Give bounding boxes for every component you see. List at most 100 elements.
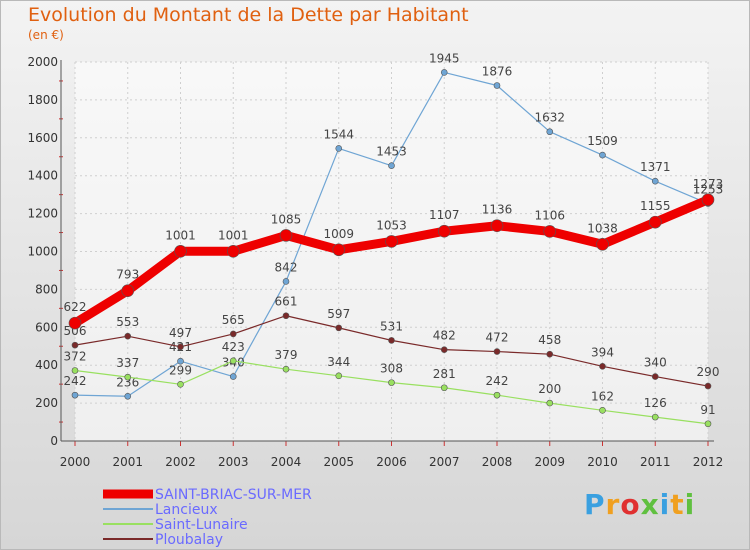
data-label-lancieux: 236: [116, 375, 139, 389]
data-point-saint-briac-sur-mer: [279, 229, 293, 242]
data-point-lancieux: [282, 278, 290, 285]
y-tick-label: 1400: [27, 169, 58, 183]
data-point-saint-lunaire: [493, 391, 501, 399]
data-label-ploubalay: 531: [380, 319, 403, 333]
data-point-ploubalay: [335, 324, 343, 332]
data-point-saint-lunaire: [335, 372, 343, 380]
data-label-saint-briac-sur-mer: 1085: [271, 212, 302, 226]
data-label-lancieux: 1371: [640, 160, 671, 174]
data-point-lancieux: [124, 392, 132, 400]
data-label-ploubalay: 497: [169, 326, 192, 340]
data-label-saint-lunaire: 126: [644, 396, 667, 410]
x-tick-label: 2006: [376, 455, 407, 469]
data-label-saint-lunaire: 308: [380, 362, 403, 376]
data-point-ploubalay: [651, 373, 659, 380]
data-point-saint-briac-sur-mer: [648, 215, 662, 229]
data-point-saint-briac-sur-mer: [121, 284, 135, 298]
data-point-ploubalay: [493, 348, 501, 355]
y-tick-label: 1600: [27, 131, 58, 145]
data-point-lancieux: [388, 162, 395, 169]
data-point-saint-lunaire: [440, 384, 448, 392]
data-label-saint-lunaire: 337: [116, 356, 139, 370]
data-point-saint-briac-sur-mer: [701, 193, 715, 207]
y-tick-label: 400: [35, 358, 58, 372]
data-label-saint-briac-sur-mer: 1009: [323, 227, 354, 241]
data-point-saint-lunaire: [651, 413, 659, 421]
data-point-lancieux: [651, 177, 659, 185]
data-label-ploubalay: 482: [433, 329, 456, 343]
data-label-saint-briac-sur-mer: 1273: [693, 177, 724, 191]
data-label-saint-briac-sur-mer: 1038: [587, 221, 618, 235]
data-label-lancieux: 1945: [429, 51, 460, 65]
x-tick-label: 2003: [218, 455, 249, 469]
x-tick-label: 2005: [323, 455, 354, 469]
data-label-saint-briac-sur-mer: 622: [64, 300, 87, 314]
data-label-saint-lunaire: 162: [591, 389, 614, 403]
logo-letter: t: [670, 488, 685, 521]
data-label-saint-lunaire: 299: [169, 363, 192, 377]
data-point-lancieux: [71, 391, 79, 399]
data-label-ploubalay: 506: [64, 324, 87, 338]
data-label-saint-lunaire: 200: [538, 382, 561, 396]
legend-label: Lancieux: [155, 502, 218, 518]
data-point-saint-briac-sur-mer: [174, 245, 187, 258]
data-label-ploubalay: 290: [697, 365, 720, 379]
data-label-lancieux: 1632: [534, 111, 565, 125]
y-tick-label: 0: [50, 434, 58, 448]
data-label-saint-briac-sur-mer: 1053: [376, 218, 407, 232]
data-point-saint-briac-sur-mer: [226, 245, 240, 258]
data-point-saint-briac-sur-mer: [437, 224, 451, 238]
data-label-saint-lunaire: 423: [222, 340, 245, 354]
data-point-saint-lunaire: [177, 381, 184, 388]
x-tick-label: 2009: [534, 455, 565, 469]
y-tick-label: 800: [35, 282, 58, 296]
proxiti-logo: Proxiti: [584, 488, 695, 521]
data-point-saint-briac-sur-mer: [490, 219, 504, 233]
legend-label: SAINT-BRIAC-SUR-MER: [155, 487, 312, 503]
data-label-saint-briac-sur-mer: 1001: [218, 228, 249, 242]
y-tick-label: 1000: [27, 245, 58, 259]
data-label-lancieux: 1253: [693, 183, 724, 197]
data-label-ploubalay: 565: [222, 313, 245, 327]
x-tick-label: 2010: [587, 455, 618, 469]
data-label-saint-briac-sur-mer: 793: [116, 268, 139, 282]
data-point-ploubalay: [546, 350, 554, 358]
y-tick-label: 2000: [27, 55, 58, 69]
data-label-saint-lunaire: 379: [275, 348, 298, 362]
data-point-saint-lunaire: [71, 367, 79, 374]
data-label-saint-lunaire: 344: [327, 355, 350, 369]
x-tick-label: 2000: [60, 455, 91, 469]
data-label-saint-briac-sur-mer: 1136: [482, 203, 513, 217]
data-label-saint-briac-sur-mer: 1001: [165, 228, 196, 242]
data-label-ploubalay: 661: [275, 295, 298, 309]
data-point-lancieux: [440, 69, 448, 76]
x-tick-label: 2002: [165, 455, 196, 469]
data-label-lancieux: 1544: [323, 127, 354, 141]
data-label-ploubalay: 340: [644, 356, 667, 370]
data-label-saint-lunaire: 281: [433, 367, 456, 381]
data-label-lancieux: 1453: [376, 145, 407, 159]
data-point-saint-lunaire: [704, 420, 712, 428]
data-point-lancieux: [599, 151, 606, 159]
data-point-saint-briac-sur-mer: [543, 225, 557, 238]
data-point-saint-briac-sur-mer: [385, 235, 398, 248]
data-point-lancieux: [493, 82, 501, 89]
x-tick-label: 2001: [112, 455, 143, 469]
data-label-lancieux: 1876: [482, 64, 513, 78]
data-point-ploubalay: [229, 330, 237, 338]
x-tick-label: 2004: [271, 455, 302, 469]
data-point-ploubalay: [71, 341, 79, 349]
data-label-lancieux: 242: [64, 374, 87, 388]
data-point-ploubalay: [282, 312, 290, 320]
data-point-lancieux: [229, 373, 237, 380]
data-label-ploubalay: 394: [591, 345, 614, 359]
logo-letter: i: [659, 488, 671, 521]
data-label-ploubalay: 597: [327, 307, 350, 321]
data-label-lancieux: 842: [275, 260, 298, 274]
x-tick-label: 2007: [429, 455, 460, 469]
y-tick-label: 600: [35, 320, 58, 334]
legend-label: Ploubalay: [155, 532, 223, 548]
data-point-saint-lunaire: [124, 373, 132, 381]
data-label-lancieux: 1509: [587, 134, 618, 148]
y-tick-label: 200: [35, 396, 58, 410]
